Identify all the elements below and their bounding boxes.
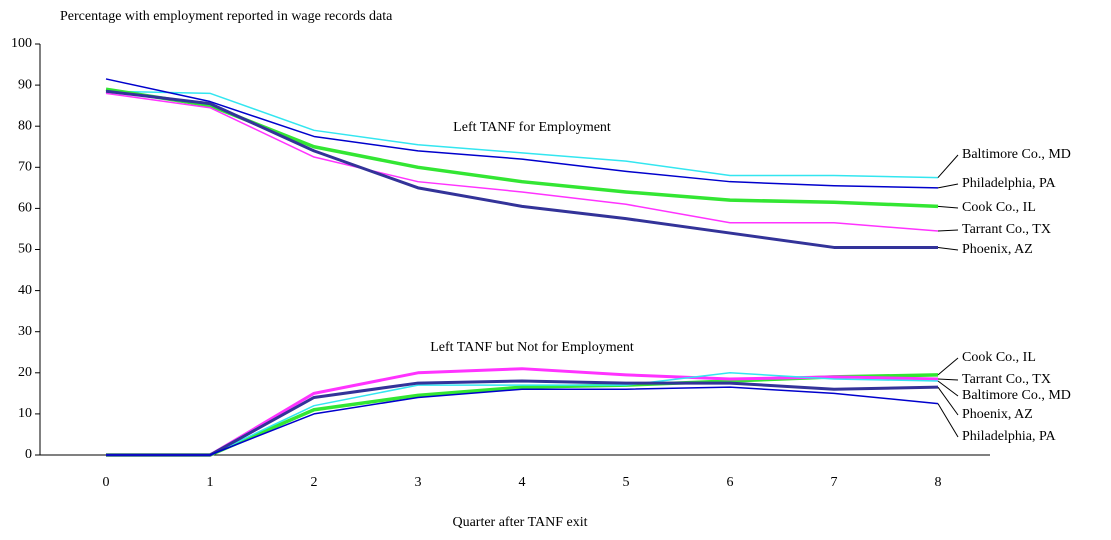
leader-line <box>937 386 959 416</box>
x-tick-label: 8 <box>935 475 942 490</box>
x-tick-label: 5 <box>623 475 630 490</box>
x-tick-label: 7 <box>831 475 838 490</box>
y-tick-label: 40 <box>18 283 32 298</box>
leader-line <box>937 403 959 438</box>
series-line <box>105 87 939 209</box>
series-line <box>105 92 939 232</box>
annotation: Left TANF but Not for Employment <box>430 340 634 355</box>
y-tick-label: 80 <box>18 118 32 133</box>
leader-line <box>937 205 959 209</box>
series-label: Philadelphia, PA <box>962 176 1056 191</box>
series-label: Cook Co., IL <box>962 350 1036 365</box>
series-line <box>105 89 938 249</box>
series-line <box>106 379 939 457</box>
y-tick-label: 90 <box>18 77 32 92</box>
leader-line <box>937 246 959 251</box>
leader-line <box>937 380 959 397</box>
y-tick-label: 10 <box>18 406 32 421</box>
leader-line <box>937 378 959 381</box>
series-line <box>106 372 939 456</box>
x-tick-label: 3 <box>415 475 422 490</box>
series-line <box>105 78 939 189</box>
series-label: Cook Co., IL <box>962 200 1036 215</box>
series-label: Philadelphia, PA <box>962 429 1056 444</box>
y-tick-label: 30 <box>18 324 32 339</box>
x-tick-label: 2 <box>311 475 318 490</box>
series-label: Phoenix, AZ <box>962 407 1033 422</box>
y-axis-label: Percentage with employment reported in w… <box>60 9 393 24</box>
y-tick-label: 100 <box>11 36 32 51</box>
y-tick-label: 60 <box>18 201 32 216</box>
y-tick-label: 70 <box>18 160 32 175</box>
annotation: Left TANF for Employment <box>453 120 611 135</box>
series-label: Tarrant Co., TX <box>962 222 1051 237</box>
series-label: Baltimore Co., MD <box>962 388 1071 403</box>
x-tick-label: 1 <box>207 475 214 490</box>
x-tick-label: 6 <box>727 475 734 490</box>
leader-line <box>937 357 959 376</box>
leader-line <box>937 229 959 232</box>
series-label: Tarrant Co., TX <box>962 372 1051 387</box>
leader-line <box>937 154 959 178</box>
x-tick-label: 0 <box>103 475 110 490</box>
series-label: Baltimore Co., MD <box>962 147 1071 162</box>
y-tick-label: 50 <box>18 242 32 257</box>
series-label: Phoenix, AZ <box>962 242 1033 257</box>
x-axis-label: Quarter after TANF exit <box>452 515 587 530</box>
y-tick-label: 0 <box>25 447 32 462</box>
y-tick-label: 20 <box>18 365 32 380</box>
series-line <box>106 386 939 456</box>
series-line <box>105 90 939 179</box>
leader-line <box>937 183 959 189</box>
x-tick-label: 4 <box>519 475 526 490</box>
